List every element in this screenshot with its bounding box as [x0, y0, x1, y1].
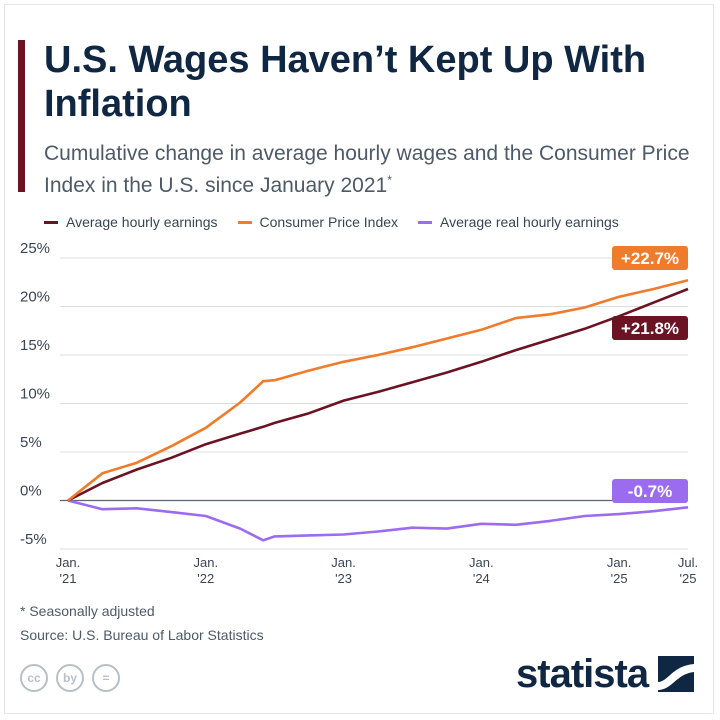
chart-title: U.S. Wages Haven’t Kept Up With Inflatio…	[44, 39, 647, 125]
x-tick-label: Jul.	[678, 555, 698, 570]
x-tick-year: '22	[197, 571, 214, 586]
legend-item-real: Average real hourly earnings	[418, 214, 619, 230]
gridlines	[60, 257, 688, 550]
legend-item-cpi: Consumer Price Index	[237, 214, 399, 230]
subtitle-footnote-marker: *	[387, 173, 392, 187]
x-tick-year: '25	[611, 571, 628, 586]
chart-subtitle: Cumulative change in average hourly wage…	[44, 140, 694, 199]
brand-wordmark: statista	[516, 652, 649, 696]
legend-label-wages: Average hourly earnings	[66, 214, 218, 230]
legend: Average hourly earnings Consumer Price I…	[44, 212, 619, 232]
footnotes: * Seasonally adjusted Source: U.S. Burea…	[20, 599, 264, 647]
y-tick-label: -5%	[20, 531, 47, 548]
end-label-box	[612, 479, 688, 503]
end-label-real: -0.7%	[612, 479, 688, 503]
subtitle-text: Cumulative change in average hourly wage…	[44, 142, 690, 197]
statista-mark-icon	[658, 656, 695, 692]
legend-swatch-wages	[44, 220, 58, 224]
end-label-box	[612, 316, 688, 340]
attribution-icon[interactable]: by	[56, 664, 84, 692]
x-axis-ticks: Jan.'21Jan.'22Jan.'23Jan.'24Jan.'25Jul.'…	[56, 555, 698, 586]
x-tick-label: Jan.	[331, 555, 356, 570]
x-tick-year: '24	[473, 571, 490, 586]
license-icons: cc by =	[20, 664, 120, 692]
legend-swatch-cpi	[237, 220, 252, 224]
y-tick-label: 0%	[20, 483, 42, 500]
end-label-box	[612, 246, 688, 270]
title-accent-bar	[18, 40, 25, 192]
x-tick-label: Jan.	[607, 555, 632, 570]
x-tick-year: '25	[680, 571, 697, 586]
end-label-value: -0.7%	[628, 482, 672, 501]
no-derivatives-icon[interactable]: =	[92, 664, 120, 692]
end-label-value: +21.8%	[621, 319, 679, 338]
y-tick-label: 15%	[20, 337, 50, 354]
series-lines	[67, 279, 689, 542]
x-tick-label: Jan.	[56, 555, 81, 570]
statista-mark-shape	[658, 664, 695, 690]
end-label-cpi: +22.7%	[612, 246, 688, 270]
line-chart: -5%0%5%10%15%20%25% Jan.'21Jan.'22Jan.'2…	[20, 240, 698, 586]
y-tick-label: 25%	[20, 240, 50, 257]
creative-commons-icon[interactable]: cc	[20, 664, 48, 692]
end-label-value: +22.7%	[621, 249, 679, 268]
x-tick-year: '23	[335, 571, 352, 586]
y-axis-ticks: -5% 0% 5% 10% 15% 20% 25%	[20, 240, 50, 548]
series-line-real	[67, 499, 689, 542]
statista-logo[interactable]: statista	[516, 652, 695, 696]
legend-swatch-real	[418, 220, 433, 224]
series-line-cpi	[67, 279, 689, 502]
x-tick-label: Jan.	[469, 555, 494, 570]
legend-label-real: Average real hourly earnings	[440, 214, 619, 230]
y-tick-label: 20%	[20, 289, 50, 306]
x-tick-label: Jan.	[193, 555, 218, 570]
y-tick-label: 10%	[20, 386, 50, 403]
chart-frame	[4, 4, 714, 714]
end-label-wages: +21.8%	[612, 316, 688, 340]
legend-item-wages: Average hourly earnings	[44, 214, 218, 230]
x-tick-year: '21	[60, 571, 77, 586]
source-line: Source: U.S. Bureau of Labor Statistics	[20, 627, 264, 643]
end-labels: +21.8% +22.7% -0.7%	[612, 246, 688, 503]
y-tick-label: 5%	[20, 434, 42, 451]
legend-label-cpi: Consumer Price Index	[259, 214, 399, 230]
series-line-wages	[67, 287, 689, 502]
footnote-seasonal: * Seasonally adjusted	[20, 603, 155, 619]
